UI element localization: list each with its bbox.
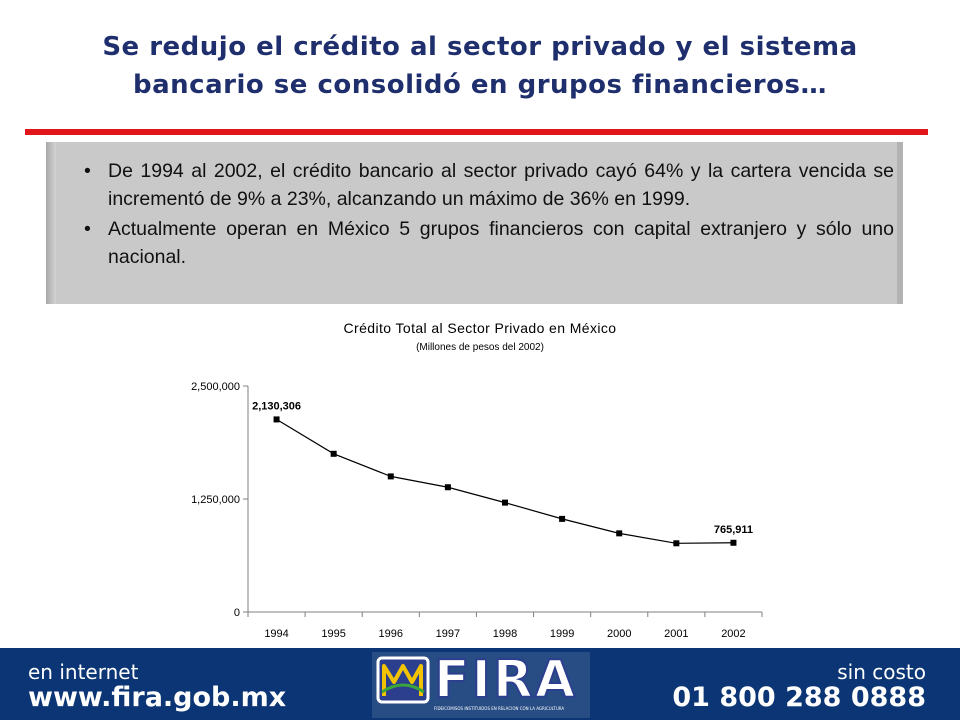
data-point-2002: [730, 539, 737, 546]
bullet-marker: •: [84, 218, 91, 240]
credit-line-chart: 0 1,250,000 2,500,000 1994 1995 1996 1997 1998 1…: [191, 381, 763, 640]
x-tick-label: 1998: [493, 628, 517, 640]
bullet-marker: •: [84, 160, 91, 182]
y-tick-label: 0: [234, 607, 240, 619]
bullet-text-2: Actualmente operan en México 5 grupos fi…: [108, 218, 894, 268]
title-divider: [25, 129, 928, 135]
bullet-box: [46, 142, 903, 304]
footer-phone-number: 01 800 288 0888: [672, 682, 926, 713]
data-point-1997: [444, 484, 451, 491]
data-label-2002: 765,911: [714, 524, 753, 536]
bullet-item-2: • Actualmente operan en México 5 grupos …: [84, 215, 894, 271]
bullet-box-bevel-left: [46, 142, 56, 304]
data-point-1996: [387, 473, 394, 480]
slide-title: Se redujo el crédito al sector privado y…: [40, 28, 920, 104]
bullet-text-1: De 1994 al 2002, el crédito bancario al …: [108, 160, 894, 210]
footer-internet-label: en internet: [28, 660, 139, 684]
x-tick-label: 1996: [379, 628, 403, 640]
bullet-item-1: • De 1994 al 2002, el crédito bancario a…: [84, 157, 894, 213]
data-point-2000: [616, 530, 623, 537]
x-tick-label: 1995: [321, 628, 345, 640]
data-label-1994: 2,130,306: [252, 400, 301, 412]
bullet-list: • De 1994 al 2002, el crédito bancario a…: [84, 157, 894, 271]
footer-website-link[interactable]: www.fira.gob.mx: [28, 682, 287, 713]
footer-free-label: sin costo: [837, 660, 926, 684]
fira-logo: [372, 652, 590, 718]
y-tick-label: 1,250,000: [191, 494, 240, 506]
x-tick-label: 1999: [550, 628, 574, 640]
data-point-2001: [673, 540, 680, 547]
x-tick-label: 1994: [264, 628, 288, 640]
series-line: [276, 418, 734, 544]
x-tick-label: 1997: [436, 628, 460, 640]
data-point-1995: [330, 450, 337, 457]
x-tick-label: 2002: [721, 628, 745, 640]
y-tick-label: 2,500,000: [191, 381, 240, 393]
slide-title-line-1: Se redujo el crédito al sector privado y…: [102, 32, 858, 62]
x-tick-label: 2000: [607, 628, 631, 640]
data-point-1998: [502, 499, 508, 506]
x-tick-label: 2001: [664, 628, 688, 640]
footer-banner: [0, 648, 960, 720]
data-point-1999: [559, 515, 566, 522]
logo-wordmark: FIRA: [433, 650, 578, 710]
logo-emblem-icon: [376, 656, 430, 704]
slide-title-line-2: bancario se consolidó en grupos financie…: [133, 70, 827, 100]
chart-title: Crédito Total al Sector Privado en Méxic…: [343, 320, 617, 336]
bullet-box-bevel-right: [897, 142, 903, 304]
logo-tagline: FIDEICOMISOS INSTITUIDOS EN RELACION CON…: [434, 706, 565, 711]
data-point-1994: [273, 416, 280, 423]
chart-subtitle: (Millones de pesos del 2002): [416, 342, 544, 353]
